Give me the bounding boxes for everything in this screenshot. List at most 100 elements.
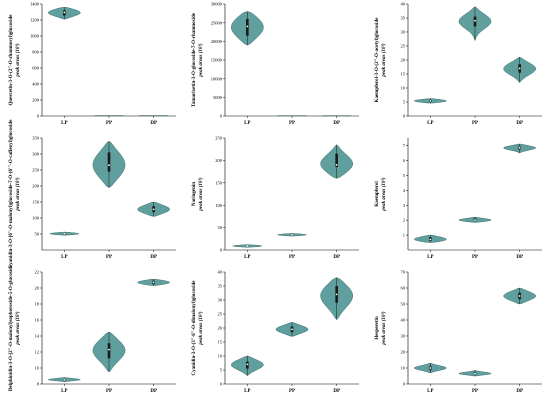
- y-tick-label: 10: [401, 366, 406, 371]
- y-tick-label: 30: [401, 30, 406, 35]
- y-tick-label: 25: [401, 44, 406, 49]
- x-tick-label: LP: [61, 255, 67, 260]
- x-tick-label: DP: [333, 255, 340, 260]
- x-tick-label: LP: [427, 389, 433, 394]
- y-tick-label: 15: [218, 340, 223, 345]
- violin-box: [335, 153, 338, 168]
- x-tick-label: PP: [289, 121, 295, 126]
- y-tick-label: 14: [35, 334, 40, 339]
- y-axis-label: Kaempferol: [375, 181, 380, 207]
- violin-median-dot: [63, 232, 66, 235]
- y-axis-unit: peak areas (10³): [198, 177, 204, 211]
- y-tick-label: 40: [401, 2, 406, 7]
- y-tick-label: 20: [218, 326, 223, 331]
- y-axis-label: Delphinidin-3-O-[2''-O-malonyl)sophorosi…: [9, 264, 14, 391]
- y-tick-label: 10000: [211, 76, 223, 81]
- x-tick-label: PP: [106, 389, 112, 394]
- y-tick-label: 40: [401, 318, 406, 323]
- violin-chart-svg: 8 10 12 14 16 18 20 22 Delphinidin-3-O-[2''-O-ma…: [9, 264, 176, 394]
- violin-median-dot: [152, 281, 155, 284]
- y-tick-label: 20000: [211, 39, 223, 44]
- y-axis-label: Tamarixetin-3-O-glucoside-7-O-rhamnoside: [192, 12, 197, 107]
- y-tick-label: 0: [220, 114, 223, 119]
- violin-panel-2: 0 5000 10000 15000 20000 25000 30000 Tamarixeti…: [183, 0, 366, 134]
- y-axis-unit: peak areas (10³): [381, 177, 387, 211]
- y-axis-unit: peak areas (10³): [15, 311, 21, 345]
- violin-chart-svg: 0 50 100 150 200 250 Naringenin peak areas (10³…: [192, 136, 359, 260]
- y-tick-label: 350: [32, 136, 40, 141]
- violin-median-dot: [429, 99, 432, 102]
- y-tick-label: 20: [35, 286, 40, 291]
- y-tick-label: 5000: [213, 95, 223, 100]
- y-tick-label: 150: [215, 180, 223, 185]
- violin-median-dot: [246, 363, 249, 366]
- y-tick-label: 35: [218, 284, 223, 289]
- x-tick-label: DP: [333, 121, 340, 126]
- y-tick-label: 0: [403, 382, 406, 387]
- violin-panel-5: 0 50 100 150 200 250 Naringenin peak areas (10³…: [183, 134, 366, 268]
- violin-median-dot: [63, 378, 66, 381]
- y-tick-label: 100: [32, 216, 40, 221]
- y-tick-label: 0: [220, 248, 223, 253]
- violin-panel-8: 0 5 10 15 20 25 30 35 40 Cyanidin-3-O-(3''-6''-O-…: [183, 268, 366, 402]
- violin-box: [107, 152, 111, 172]
- y-tick-label: 2: [403, 218, 405, 223]
- x-tick-label: LP: [61, 121, 67, 126]
- y-tick-label: 1000: [30, 34, 40, 39]
- violin-chart-svg: 0 5 10 15 20 25 30 35 40 Cyanidin-3-O-(3''-6''-O-…: [192, 270, 359, 394]
- y-tick-label: 10: [218, 354, 223, 359]
- y-tick-label: 12: [35, 350, 40, 355]
- x-tick-label: DP: [150, 121, 157, 126]
- violin-median-dot: [246, 245, 249, 247]
- violin-median-dot: [335, 293, 338, 296]
- x-tick-label: PP: [106, 121, 112, 126]
- y-tick-label: 10: [401, 86, 406, 91]
- y-tick-label: 200: [32, 98, 40, 103]
- y-tick-label: 600: [32, 66, 40, 71]
- x-tick-label: DP: [150, 255, 157, 260]
- x-tick-label: LP: [244, 255, 250, 260]
- y-axis-label: Cyanidin-3-O-[6''-O-malonyl)glucoside-7-…: [9, 119, 14, 269]
- y-tick-label: 35: [401, 16, 406, 21]
- y-axis-label: Naringenin: [192, 182, 197, 206]
- violin-panel-1: 0 200 400 600 800 1000 1200 1400 Quercetin-3-O-(…: [0, 0, 183, 134]
- y-tick-label: 4: [403, 188, 406, 193]
- violin-median-dot: [429, 238, 432, 241]
- y-tick-label: 15: [401, 72, 406, 77]
- violin-chart-svg: 0 5000 10000 15000 20000 25000 30000 Tamarixeti…: [192, 2, 359, 126]
- violin-chart-svg: 1 2 3 4 5 6 7 Kaempferol peak areas (10³) LP PP DP: [375, 138, 542, 260]
- y-tick-label: 6: [403, 158, 406, 163]
- violin-panel-6: 1 2 3 4 5 6 7 Kaempferol peak areas (10³) LP PP DP: [366, 134, 549, 268]
- violin-median-dot: [429, 367, 432, 369]
- y-tick-label: 1200: [30, 18, 40, 23]
- y-axis-unit: peak areas (10³): [198, 43, 204, 77]
- y-axis-unit: peak areas (10³): [15, 43, 21, 77]
- violin-chart-svg: 50 100 150 200 250 300 350 Cyanidin-3-O-[6''-O-…: [9, 119, 176, 268]
- y-tick-label: 3: [403, 203, 406, 208]
- y-tick-label: 1: [403, 233, 405, 238]
- violin-median-dot: [518, 295, 521, 297]
- x-tick-label: DP: [150, 389, 157, 394]
- y-tick-label: 40: [218, 270, 223, 275]
- y-tick-label: 25: [218, 312, 223, 317]
- violin-chart-svg: 0 5 10 15 20 25 30 35 40 Kaempferol-3-O-(2''-O-ac…: [375, 2, 542, 126]
- x-tick-label: LP: [244, 389, 250, 394]
- y-tick-label: 20: [401, 350, 406, 355]
- violin-median-dot: [518, 67, 521, 70]
- y-tick-label: 50: [35, 232, 40, 237]
- y-tick-label: 60: [401, 286, 406, 291]
- violin-median-dot: [108, 164, 110, 167]
- y-tick-label: 18: [35, 302, 40, 307]
- violin-chart-svg: 0 200 400 600 800 1000 1200 1400 Quercetin-3-O-(…: [9, 2, 176, 126]
- x-tick-label: DP: [516, 121, 523, 126]
- y-tick-label: 30: [218, 298, 223, 303]
- y-tick-label: 15000: [211, 58, 223, 63]
- y-tick-label: 5: [220, 368, 223, 373]
- y-tick-label: 30000: [211, 2, 223, 7]
- y-tick-label: 10: [35, 366, 40, 371]
- x-tick-label: LP: [427, 255, 433, 260]
- y-tick-label: 0: [403, 114, 406, 119]
- violin-box: [107, 343, 111, 359]
- y-tick-label: 5: [403, 173, 406, 178]
- violin-median-dot: [335, 163, 338, 166]
